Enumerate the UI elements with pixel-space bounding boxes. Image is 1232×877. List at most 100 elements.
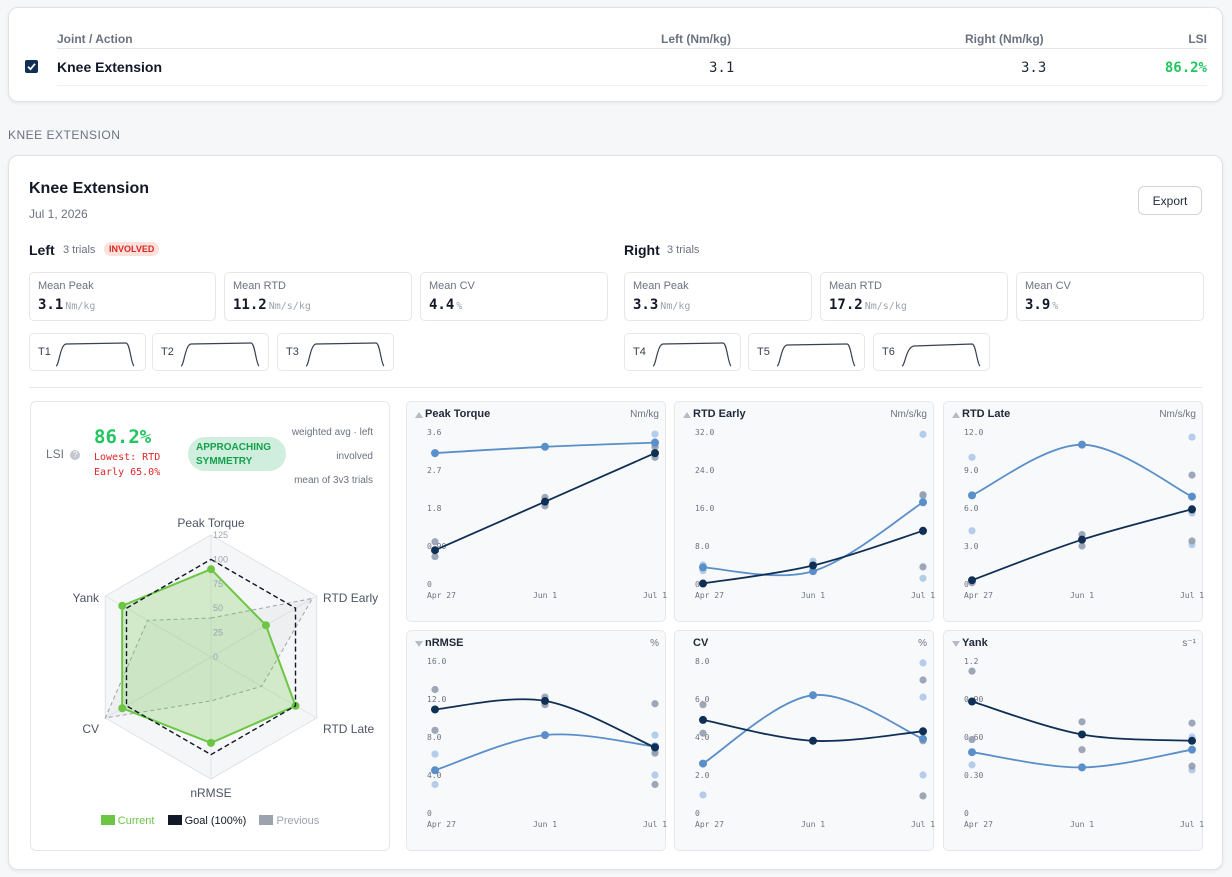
col-header-lsi[interactable]: LSI [1188,32,1207,46]
stat-value: 11.2 Nm/s/kg [233,297,311,313]
left-series-point [431,705,439,714]
stat-label: Mean Peak [633,280,689,292]
right-series-point [431,449,439,458]
trial-t6[interactable]: T6 [873,333,990,371]
col-header-left[interactable]: Left (Nm/kg) [661,32,731,46]
y-tick-label: 12.0 [964,428,983,437]
left-series-point [919,526,927,535]
radar-axis-label: nRMSE [190,786,231,800]
left-series-point [651,449,659,458]
y-tick-label: 0 [964,809,969,818]
left-series-point [1078,730,1086,739]
export-button[interactable]: Export [1138,186,1202,215]
trial-point [968,667,976,675]
header-divider [57,48,1207,49]
symmetry-badge-line2: SYMMETRY [196,456,253,467]
trial-label: T3 [286,346,299,358]
trial-point [968,453,976,461]
left-series-point [809,736,817,745]
help-icon[interactable]: ? [70,450,81,460]
chart-title: RTD Early [693,408,746,420]
left-series-point [651,743,659,752]
involved-badge: INVOLVED [104,242,160,256]
trial-point [431,538,439,546]
lsi-label: LSI ? [46,447,81,461]
right-series-point [1188,745,1196,754]
y-tick-label: 2.0 [695,771,710,780]
x-tick-label: Apr 27 [427,820,456,829]
stat-label: Mean Peak [38,280,94,292]
chart-title: Peak Torque [425,408,491,420]
y-tick-label: 0.30 [964,771,983,780]
right-series-point [431,766,439,775]
legend-previous: Previous [276,815,320,827]
trial-t2[interactable]: T2 [152,333,269,371]
trial-point [431,685,439,694]
trial-t3[interactable]: T3 [277,333,394,371]
radar-ring-label: 100 [213,554,228,564]
left-series-point [1078,535,1086,544]
trial-t4[interactable]: T4 [624,333,741,371]
chart-title: CV [693,637,709,649]
right-series-point [919,498,927,507]
section-divider [29,387,1202,388]
trial-point [919,659,927,667]
trial-point [919,676,927,684]
y-tick-label: 2.7 [427,466,442,475]
y-tick-label: 9.0 [964,466,979,475]
stat-label: Mean CV [429,280,475,292]
stat-value: 17.2 Nm/s/kg [829,297,907,313]
right-series-line [702,694,924,765]
torque-curve-icon [180,342,260,367]
trial-point [431,780,439,789]
stat-number: 3.9 [1025,297,1051,313]
right-series-point [809,691,817,700]
radar-goal-polygon [125,558,297,756]
lowest-metric-line1: Lowest: RTD [94,452,161,463]
stat-value: 4.4% [429,297,462,313]
trend-chart-rtd-late: 0 3.0 6.0 9.0 12.0 Apr 27 Jun 1 Jul 1 RTD Late Nm… [943,401,1204,622]
stat-value: 3.1 Nm/kg [38,297,95,313]
lsi-note-line3: mean of 3v3 trials [294,475,373,486]
table-row[interactable] [9,48,1222,88]
stat-label: Mean RTD [829,280,882,292]
x-tick-label: Apr 27 [964,591,993,600]
trial-point [651,430,659,438]
y-tick-label: 4.0 [695,733,710,742]
trial-t1[interactable]: T1 [29,333,146,371]
col-header-right[interactable]: Right (Nm/kg) [965,32,1044,46]
right-trials-count: 3 trials [667,244,700,256]
row-checkbox[interactable] [25,60,38,73]
x-tick-label: Jul 1 [643,591,667,600]
x-tick-label: Jun 1 [801,591,825,600]
left-series-point [541,696,549,705]
radar-current-point [207,738,215,747]
x-tick-label: Jun 1 [533,820,557,829]
stat-unit: Nm/s/kg [268,301,311,312]
trial-point [1188,537,1196,545]
chart-unit: Nm/s/kg [890,409,927,420]
row-right-value: 3.3 [1021,60,1047,76]
col-header-joint[interactable]: Joint / Action [57,32,133,46]
right-stat-mean-peak: Mean Peak 3.3 Nm/kg [624,272,812,321]
radar-legend: Current Goal (100%) Previous [31,815,389,827]
trial-point [1188,433,1196,441]
x-tick-label: Jul 1 [911,591,935,600]
radar-axis-label: RTD Early [323,591,378,605]
trial-t5[interactable]: T5 [748,333,865,371]
row-joint-name: Knee Extension [57,59,163,75]
x-tick-label: Jul 1 [643,820,667,829]
right-series-point [651,438,659,447]
radar-previous-polygon [104,597,314,719]
left-series-point [1188,736,1196,745]
trial-point [651,780,659,789]
symmetry-badge: APPROACHING SYMMETRY [188,437,286,471]
right-series-point [541,731,549,740]
left-stat-mean-cv: Mean CV 4.4% [420,272,608,321]
trend-up-icon [415,412,423,418]
trial-point [919,491,927,499]
trial-point [919,771,927,779]
trial-point [1078,746,1086,754]
